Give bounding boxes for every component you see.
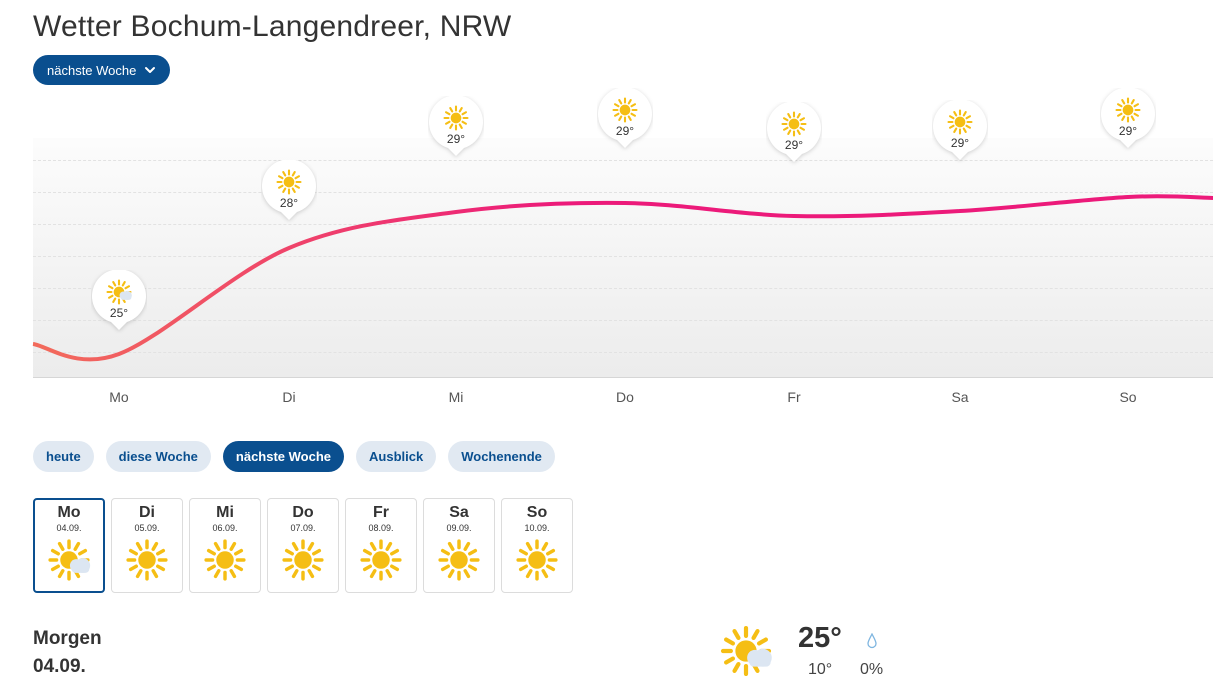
day-card-di[interactable]: Di 05.09. [111, 498, 183, 593]
period-dropdown-label: nächste Woche [47, 62, 137, 78]
x-axis-tick-label: Do [616, 389, 634, 405]
tab-wochenende[interactable]: Wochenende [448, 441, 555, 472]
day-name: Sa [449, 504, 469, 521]
day-card-mo[interactable]: Mo 04.09. [33, 498, 105, 593]
x-axis-tick-label: Fr [787, 389, 801, 405]
detail-max-temp: 25° [798, 622, 842, 654]
sun-icon [442, 104, 470, 132]
day-date: 08.09. [368, 523, 394, 533]
chart-gridline [33, 224, 1213, 225]
temperature-line-chart [32, 194, 1214, 362]
temperature-label: 29° [950, 136, 970, 150]
temperature-series-line [32, 194, 1214, 362]
sun-cloud-icon [46, 537, 92, 583]
temperature-label: 29° [446, 132, 466, 146]
day-card-sa[interactable]: Sa 09.09. [423, 498, 495, 593]
temperature-point-marker: 28° [261, 160, 317, 224]
page-title: Wetter Bochum-Langendreer, NRW [33, 10, 512, 43]
temperature-label: 25° [109, 306, 129, 320]
sun-icon [1114, 96, 1142, 124]
sun-icon [124, 537, 170, 583]
period-dropdown[interactable]: nächste Woche [33, 55, 171, 85]
sun-icon [946, 108, 974, 136]
x-axis-tick-label: Mi [448, 389, 464, 405]
day-date: 07.09. [290, 523, 316, 533]
temperature-label: 29° [1118, 124, 1138, 138]
x-axis-tick-label: Sa [951, 389, 969, 405]
temperature-point-marker: 29° [597, 88, 653, 152]
chart-gridline [33, 320, 1213, 321]
chart-gridline [33, 256, 1213, 257]
sun-icon [280, 537, 326, 583]
sun-icon [514, 537, 560, 583]
day-card-do[interactable]: Do 07.09. [267, 498, 339, 593]
day-name: Di [139, 504, 155, 521]
sun-icon [611, 96, 639, 124]
day-date: 09.09. [446, 523, 472, 533]
temperature-point-marker: 29° [932, 100, 988, 164]
day-date: 05.09. [134, 523, 160, 533]
chart-gridline [33, 160, 1213, 161]
day-name: Mi [216, 504, 234, 521]
day-date: 06.09. [212, 523, 238, 533]
tab-heute[interactable]: heute [33, 441, 94, 472]
detail-heading: Morgen 04.09. [33, 625, 102, 681]
temperature-point-marker: 25° [91, 270, 147, 334]
x-axis-tick-label: Mo [109, 389, 129, 405]
sun-cloud-icon [716, 623, 776, 679]
day-selector: Mo 04.09. Di 05.09. Mi 06.09. Do 07.09. … [33, 498, 573, 593]
raindrop-icon [867, 633, 877, 649]
x-axis-tick-label: So [1119, 389, 1137, 405]
chart-gridline [33, 192, 1213, 193]
temperature-point-marker: 29° [1100, 88, 1156, 152]
day-name: Fr [373, 504, 389, 521]
sun-icon [275, 168, 303, 196]
day-name: Do [292, 504, 314, 521]
sun-icon [780, 110, 808, 138]
period-tabs: heute diese Woche nächste Woche Ausblick Woc… [33, 441, 555, 472]
day-date: 04.09. [56, 523, 82, 533]
detail-label: Morgen [33, 628, 102, 649]
day-card-so[interactable]: So 10.09. [501, 498, 573, 593]
day-date: 10.09. [524, 523, 550, 533]
day-name: Mo [57, 504, 81, 521]
temperature-label: 28° [279, 196, 299, 210]
sun-icon [358, 537, 404, 583]
sun-icon [202, 537, 248, 583]
temperature-label: 29° [615, 124, 635, 138]
x-axis-tick-label: Di [282, 389, 296, 405]
chevron-down-icon [145, 67, 156, 73]
detail-min-temp: 10° [808, 661, 833, 678]
temperature-label: 29° [784, 138, 804, 152]
chart-gridline [33, 352, 1213, 353]
detail-precipitation: 0% [860, 661, 884, 678]
day-card-fr[interactable]: Fr 08.09. [345, 498, 417, 593]
temperature-point-marker: 29° [766, 102, 822, 166]
chart-background [33, 138, 1213, 378]
temperature-chart: 25° 28° 29° 29° 29° 29° 29 [32, 88, 1214, 380]
tab-naechste-woche[interactable]: nächste Woche [222, 441, 345, 472]
tab-ausblick[interactable]: Ausblick [356, 441, 437, 472]
sun-icon [436, 537, 482, 583]
day-card-mi[interactable]: Mi 06.09. [189, 498, 261, 593]
day-name: So [526, 504, 548, 521]
sun-cloud-icon [105, 278, 133, 306]
temperature-point-marker: 29° [428, 96, 484, 160]
tab-diese-woche[interactable]: diese Woche [105, 441, 211, 472]
detail-date: 04.09. [33, 656, 86, 677]
chart-gridline [33, 288, 1213, 289]
